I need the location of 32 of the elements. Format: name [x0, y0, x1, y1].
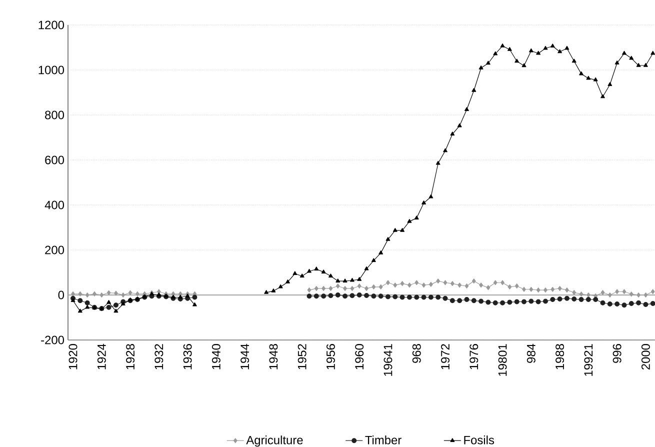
y-tick-label: 1200	[38, 20, 64, 30]
y-tick-label: 600	[45, 156, 64, 164]
x-tick-label: 19641	[384, 344, 392, 376]
y-tick-label: 0	[58, 290, 64, 300]
x-tick-label: 2000	[641, 344, 650, 370]
x-tick-label: 1920	[68, 344, 78, 370]
x-tick-label: 1928	[126, 344, 135, 370]
x-tick-label: 1960	[355, 344, 364, 370]
x-tick-label: 1936	[183, 344, 192, 370]
x-tick-label: 1956	[326, 344, 335, 370]
y-tick-label: 800	[45, 110, 64, 120]
y-tick-label: 200	[45, 246, 64, 254]
x-tick-label: 1944	[240, 344, 250, 370]
x-tick-label: 1924	[97, 344, 106, 370]
x-tick-label: 1948	[269, 344, 278, 370]
y-tick-label: 1000	[38, 66, 64, 74]
legend-label: Agriculture	[246, 436, 303, 447]
x-tick-label: 984	[526, 344, 536, 363]
x-tick-label: 1972	[441, 344, 450, 370]
x-tick-label: 968	[412, 344, 421, 363]
x-tick-label: 1988	[556, 344, 564, 370]
x-tick-label: 1932	[154, 344, 164, 370]
y-tick-label: -200	[41, 336, 64, 344]
x-tick-label: 19801	[498, 344, 507, 376]
x-tick-label: 1976	[470, 344, 478, 370]
x-tick-label: 1952	[298, 344, 306, 370]
y-tick-label: 400	[44, 200, 64, 210]
x-tick-label: 1940	[212, 344, 220, 370]
x-tick-label: 996	[612, 344, 622, 363]
x-tick-label: 19921	[584, 344, 593, 376]
legend-label: Fosils	[464, 436, 494, 444]
legend-label: Timber	[365, 436, 402, 444]
